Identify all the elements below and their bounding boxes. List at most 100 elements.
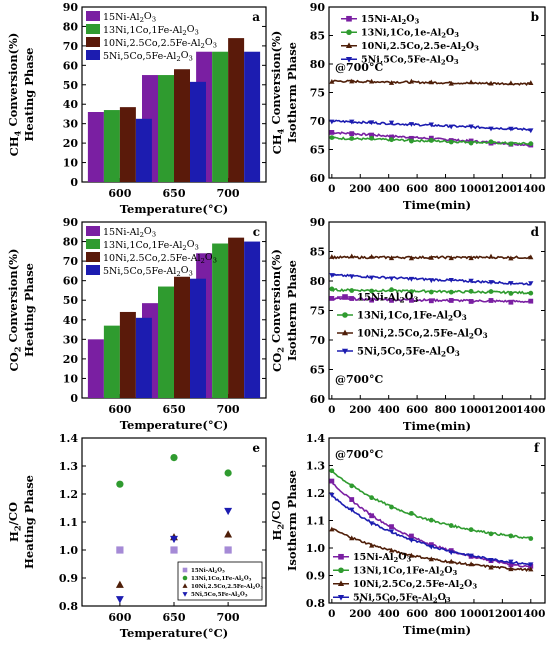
series-marker	[488, 80, 494, 86]
series-marker	[508, 126, 514, 132]
legend-swatch	[86, 50, 100, 60]
legend-entry: 15Ni-Al2O3	[341, 13, 420, 26]
series-marker	[508, 255, 514, 261]
legend-entry: 10Ni,2.5Co,2.5e-Al2O3	[341, 40, 479, 53]
panel-label: c	[253, 225, 260, 239]
series-marker	[528, 298, 534, 304]
series-marker	[528, 80, 534, 85]
bar	[103, 325, 120, 398]
series-marker	[528, 566, 534, 572]
series-marker	[329, 130, 335, 135]
legend-label: 13Ni,1Co,1Fe-Al2O3	[357, 310, 467, 323]
series-marker	[349, 274, 355, 280]
y-tick-label: 1.3	[59, 460, 78, 473]
y-tick-label: 85	[310, 30, 325, 43]
series-marker	[368, 275, 375, 281]
bar	[244, 51, 261, 182]
legend-label: 15Ni-Al2O3	[191, 567, 225, 574]
series-marker	[508, 559, 514, 565]
series-line	[331, 528, 531, 572]
series-marker	[388, 529, 395, 535]
x-tick-label: 1000	[459, 404, 488, 416]
legend-marker	[182, 575, 188, 581]
legend-entry: 5Ni,5Co,5Fe-Al2O3	[337, 346, 460, 359]
legend-marker	[338, 553, 344, 560]
legend-marker	[345, 57, 353, 63]
y-tick-label: 0	[70, 176, 78, 189]
series-marker	[448, 255, 454, 261]
y-tick-label: 30	[63, 333, 79, 346]
data-point	[170, 546, 178, 554]
y-axis-label: CH4 Conversion(%)	[6, 33, 22, 157]
series-marker	[368, 120, 375, 126]
y-tick-label: 80	[310, 275, 326, 288]
y-tick-label: 20	[63, 137, 79, 150]
bar	[119, 107, 136, 182]
legend-marker	[337, 595, 345, 601]
legend-marker	[341, 348, 349, 355]
x-axis-label: Time(min)	[403, 623, 471, 637]
series-marker	[329, 119, 335, 125]
condition-annotation: @700°C	[335, 448, 383, 461]
legend-entry: 10Ni,2.5Co,2.5Fe-Al2O3	[333, 578, 477, 591]
legend-entry: 13Ni,1Co,1Fe-Al2O3	[333, 565, 458, 578]
legend-marker	[182, 583, 188, 588]
series-marker	[408, 276, 415, 282]
y-tick-label: 0.9	[59, 572, 78, 585]
series-marker	[448, 124, 454, 130]
series-marker	[389, 504, 394, 510]
legend-label: 10Ni,2.5Co,2.5Fe-Al2O3	[103, 252, 217, 265]
legend-label: 5Ni,5Co,5Fe-Al2O3	[357, 346, 460, 359]
series-marker	[528, 128, 534, 134]
legend-label: 5Ni,5Co,5Fe-Al2O3	[353, 592, 451, 605]
x-tick-label: 700	[217, 403, 240, 416]
series-marker	[428, 278, 434, 284]
bar	[87, 112, 104, 182]
series-marker	[428, 298, 434, 304]
legend-entry: 13Ni,1Co,1e-Al2O3	[341, 27, 459, 40]
series-marker	[468, 124, 474, 130]
legend-label: 5Ni,5Co,5Fe-Al2O3	[361, 54, 459, 67]
series-marker	[448, 139, 454, 145]
x-tick-label: 700	[217, 611, 240, 624]
legend-entry: 5Ni,5Co,5Fe-Al2O3	[86, 265, 193, 278]
series-marker	[368, 542, 375, 548]
legend-label: 13Ni,1Co,1Fe-Al2O3	[191, 575, 252, 582]
series-marker	[428, 122, 434, 128]
y-tick-label: 60	[63, 59, 79, 72]
series-marker	[349, 288, 355, 293]
legend-label: 10Ni,2.5Co,2.5Fe-Al2O3	[353, 578, 477, 591]
series-marker	[468, 79, 474, 85]
legend-entry: 13Ni,1Co,1Fe-Al2O3	[337, 310, 467, 323]
series-marker	[508, 291, 514, 296]
panel-f: 0.8 0.9 1.0 1.1 1.2 1.3 1.4 f H2/CO Isotherm Phas…	[269, 432, 546, 637]
legend-label: 5Ni,5Co,5Fe-Al2O3	[103, 265, 193, 278]
legend-swatch	[86, 239, 100, 249]
y-tick-label: 60	[310, 172, 326, 185]
series-marker	[408, 255, 415, 261]
legend-box	[177, 561, 263, 601]
data-point	[224, 507, 233, 516]
y-axis-label-phase: Heating Phase	[22, 263, 36, 357]
series-marker	[468, 288, 474, 294]
data-point	[170, 535, 178, 544]
x-tick-label: 800	[435, 608, 457, 620]
legend-label: 15Ni-Al2O3	[361, 13, 420, 26]
legend-marker	[182, 592, 188, 597]
series-marker	[388, 255, 395, 261]
series-marker	[388, 547, 395, 553]
x-tick-label: 0	[328, 183, 335, 195]
series-marker	[389, 524, 394, 530]
series-marker	[488, 564, 494, 570]
x-tick-label: 650	[163, 187, 186, 200]
y-tick-label: 0.9	[306, 570, 325, 583]
series-marker	[329, 254, 335, 259]
y-tick-label: 90	[63, 1, 79, 14]
series-marker	[488, 298, 494, 303]
data-point	[224, 530, 233, 538]
x-tick-label: 600	[406, 183, 428, 195]
y-axis-label: CO2 Conversion(%)	[6, 249, 22, 372]
legend: 15Ni-Al2O313Ni,1Co,1Fe-Al2O310Ni,2.5Co,2…	[86, 11, 217, 63]
x-axis-label: Temperature(°C)	[120, 418, 228, 432]
y-tick-label: 30	[63, 118, 79, 131]
